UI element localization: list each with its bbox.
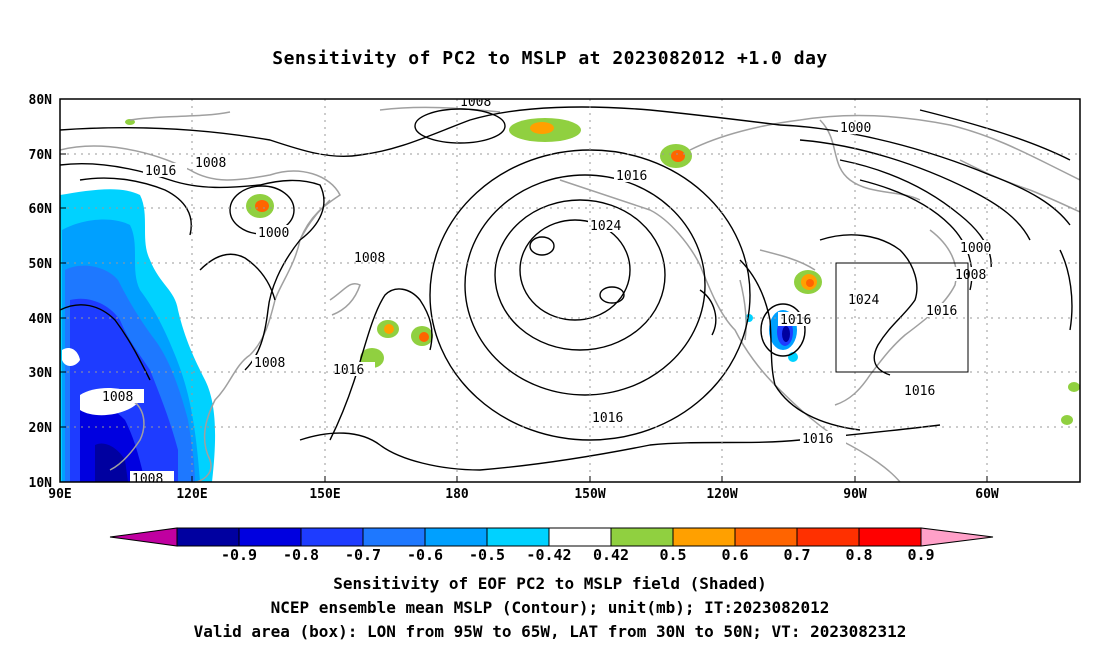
caption-line-3: Valid area (box): LON from 95W to 65W, L… [193, 622, 907, 641]
colorbar-cell-10 [796, 527, 860, 547]
valid-area-box [835, 262, 969, 373]
colorbar-label-2: -0.7 [345, 546, 381, 564]
lat-label-80n: 80N [29, 93, 53, 108]
colorbar-label-11: 0.9 [907, 546, 934, 564]
colorbar-cell-8 [672, 527, 736, 547]
contour-label-13: 1016 [926, 304, 957, 319]
latitude-labels: 80N 70N 60N 50N 40N 30N 20N 10N [29, 93, 53, 491]
contour-labels: 1008 1016 1008 1000 1008 1024 1016 1016 … [100, 95, 1004, 487]
colorbar-cell-0 [176, 527, 240, 547]
colorbar-end-high [920, 527, 994, 547]
lon-label-120e: 120E [176, 487, 207, 502]
lon-label-120w: 120W [706, 487, 737, 502]
colorbar-cell-6 [548, 527, 612, 547]
colorbar-label-8: 0.6 [721, 546, 748, 564]
contour-label-9: 1000 [840, 121, 871, 136]
colorbar-label-6: 0.42 [593, 546, 629, 564]
contour-label-8: 1016 [780, 313, 811, 328]
coastlines [60, 106, 1080, 482]
contour-label-18: 1008 [102, 390, 133, 405]
colorbar-cells [176, 527, 922, 547]
contour-label-19: 1008 [132, 472, 163, 487]
longitude-labels: 90E 120E 150E 180 150W 120W 90W 60W [48, 487, 999, 502]
contour-label-4: 1000 [258, 226, 289, 241]
colorbar-cell-9 [734, 527, 798, 547]
positive-sensitivity-shading [125, 118, 1080, 425]
gridlines [60, 99, 1080, 482]
colorbar-label-9: 0.7 [783, 546, 810, 564]
contour-label-14: 1016 [904, 384, 935, 399]
contour-label-20: 1016 [333, 363, 364, 378]
lat-label-50n: 50N [29, 257, 53, 272]
colorbar-cell-3 [362, 527, 426, 547]
lon-label-150w: 150W [574, 487, 605, 502]
colorbar-end-low [109, 527, 178, 547]
colorbar-label-10: 0.8 [845, 546, 872, 564]
contour-label-6: 1024 [590, 219, 621, 234]
colorbar-cell-5 [486, 527, 550, 547]
contour-label-10: 1000 [960, 241, 991, 256]
colorbar-label-0: -0.9 [221, 546, 257, 564]
colorbar-labels: -0.9 -0.8 -0.7 -0.6 -0.5 -0.42 0.42 0.5 0.6 0.7 0.… [221, 546, 935, 564]
lon-label-90w: 90W [843, 487, 867, 502]
lat-label-70n: 70N [29, 148, 53, 163]
colorbar-label-7: 0.5 [659, 546, 686, 564]
plot-frame [59, 98, 1081, 483]
contour-label-3: 1008 [195, 156, 226, 171]
colorbar-cell-1 [238, 527, 302, 547]
colorbar-cell-2 [300, 527, 364, 547]
colorbar-label-3: -0.6 [407, 546, 443, 564]
colorbar-cell-7 [610, 527, 674, 547]
caption-line-1: Sensitivity of EOF PC2 to MSLP field (Sh… [333, 574, 767, 593]
contour-label-1: 1008 [460, 95, 491, 110]
map-plot-area: 1008 1016 1008 1000 1008 1024 1016 1016 … [60, 95, 1080, 487]
axis-ticks [60, 98, 988, 482]
colorbar-cell-4 [424, 527, 488, 547]
contour-label-11: 1008 [955, 268, 986, 283]
contour-label-2: 1016 [145, 164, 176, 179]
lon-label-90e: 90E [48, 487, 71, 502]
lon-label-150e: 150E [309, 487, 340, 502]
lon-label-60w: 60W [975, 487, 999, 502]
lat-label-20n: 20N [29, 421, 53, 436]
contour-label-12: 1024 [848, 293, 879, 308]
lat-label-30n: 30N [29, 366, 53, 381]
contour-label-7: 1016 [616, 169, 647, 184]
colorbar-label-4: -0.5 [469, 546, 505, 564]
colorbar-label-5: -0.42 [526, 546, 571, 564]
caption-line-2: NCEP ensemble mean MSLP (Contour); unit(… [270, 598, 830, 617]
map-title: Sensitivity of PC2 to MSLP at 2023082012… [272, 48, 828, 69]
lat-label-60n: 60N [29, 202, 53, 217]
lat-label-10n: 10N [29, 476, 53, 491]
contour-label-5: 1008 [354, 251, 385, 266]
lon-label-180: 180 [445, 487, 469, 502]
colorbar: -0.9 -0.8 -0.7 -0.6 -0.5 -0.42 0.42 0.5 0.6 0.7 0.… [109, 527, 994, 564]
contour-label-17: 1008 [254, 356, 285, 371]
colorbar-cell-11 [858, 527, 922, 547]
contour-label-16: 1016 [802, 432, 833, 447]
lat-label-40n: 40N [29, 312, 53, 327]
contour-label-15: 1016 [592, 411, 623, 426]
colorbar-label-1: -0.8 [283, 546, 319, 564]
